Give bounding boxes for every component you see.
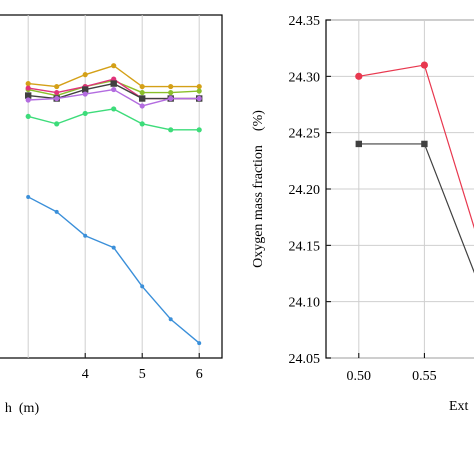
left-x-tick-labels: 4 5 6 [82,353,203,382]
left-data-point [111,86,117,93]
left-x-axis-title: h (m) [5,401,40,416]
left-series-5 [25,106,202,133]
left-data-point [26,194,31,199]
left-data-point [110,80,117,87]
left-data-point [138,95,146,102]
right-series-0 [355,61,474,229]
left-data-point [25,81,31,87]
right-y-tick-labels: 24.05 24.10 24.15 24.20 24.25 24.30 24.35 [289,14,331,367]
right-grid [326,19,474,359]
right-y-tick-label: 24.15 [289,239,321,254]
right-y-tick-label: 24.05 [289,352,321,367]
left-data-point [196,95,202,102]
left-data-point [24,92,32,99]
left-data-point [196,88,202,94]
left-data-point [139,83,145,90]
left-data-point [168,83,174,90]
left-data-point [140,284,145,289]
left-data-point [197,341,202,346]
left-plot-frame [0,14,223,359]
left-data-point [25,97,31,103]
left-data-point [54,95,60,102]
left-x-tick-label: 5 [139,367,146,382]
right-y-tick-label: 24.35 [289,14,321,29]
right-x-tick-label: 0.55 [412,369,437,384]
left-series-0 [25,63,202,90]
right-chart: 24.05 24.10 24.15 24.20 24.25 24.30 24.35 0.50… [251,14,474,414]
left-data-point [139,103,145,109]
right-y-tick-label: 24.30 [289,70,321,85]
left-data-point [81,86,89,93]
right-series-group [355,61,474,274]
left-data-point [111,245,116,250]
left-data-point [168,95,174,102]
left-chart: 4 5 6 h (m) [0,14,223,416]
left-data-point [82,110,88,117]
right-data-point [420,61,428,69]
left-data-point [139,121,145,127]
left-data-point [54,83,60,90]
left-data-point [82,91,88,97]
left-data-point [139,89,145,96]
left-data-point [54,89,60,96]
right-y-axis-title: Oxygen mass fraction (%) [251,110,266,268]
right-series-line [358,64,474,229]
left-data-point [111,63,117,69]
left-data-point [168,89,174,96]
left-data-point [196,83,202,90]
right-x-tick-label: 0.50 [347,369,372,384]
left-data-point [25,113,31,120]
left-series-line [27,196,200,344]
left-data-point [196,127,202,133]
right-y-tick-label: 24.25 [289,127,321,142]
right-y-tick-label: 24.10 [289,296,321,311]
left-data-point [168,127,174,133]
right-series-1 [355,140,474,274]
left-data-point [54,209,59,214]
right-data-point [421,140,428,148]
right-x-tick-labels: 0.500.550.6 [347,353,437,384]
left-data-point [25,85,31,91]
left-data-point [168,317,173,322]
left-series-line [28,108,200,131]
left-data-point [83,233,88,238]
left-data-point [54,121,60,127]
left-data-point [111,106,117,112]
left-data-point [82,72,88,78]
left-x-tick-label: 4 [82,367,89,382]
right-data-point [355,140,362,148]
left-series-4 [25,86,202,109]
right-y-tick-label: 24.20 [289,183,321,198]
left-x-tick-label: 6 [196,367,203,382]
left-series-6 [26,194,202,346]
right-data-point [355,72,363,80]
left-series-group [24,63,203,346]
right-x-axis-title: Ext [449,399,469,414]
